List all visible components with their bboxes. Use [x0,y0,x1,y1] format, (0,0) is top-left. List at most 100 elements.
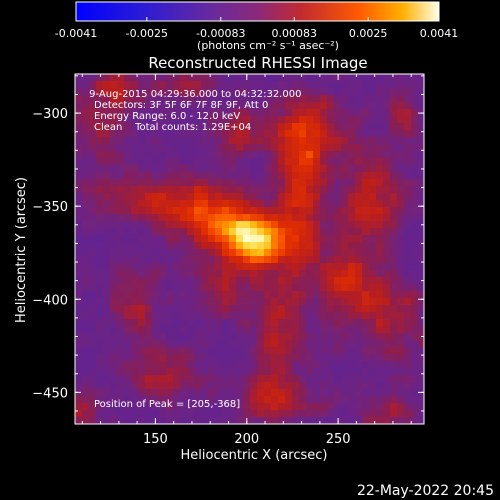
heatmap-cell [292,200,299,207]
heatmap-cell [285,389,292,396]
heatmap-cell [138,284,145,291]
heatmap-cell [82,74,89,81]
heatmap-cell [285,284,292,291]
heatmap-cell [187,319,194,326]
heatmap-cell [124,109,131,116]
heatmap-cell [369,200,376,207]
heatmap-cell [369,270,376,277]
heatmap-cell [180,144,187,151]
heatmap-cell [292,333,299,340]
heatmap-cell [271,256,278,263]
heatmap-cell [397,403,404,410]
heatmap-cell [376,312,383,319]
heatmap-cell [397,123,404,130]
heatmap-cell [201,81,208,88]
heatmap-cell [138,256,145,263]
heatmap-cell [355,151,362,158]
heatmap-cell [376,186,383,193]
heatmap-cell [110,165,117,172]
heatmap-cell [229,102,236,109]
heatmap-cell [75,354,82,361]
heatmap-cell [397,319,404,326]
heatmap-cell [110,207,117,214]
heatmap-cell [418,417,424,424]
heatmap-cell [215,382,222,389]
heatmap-cell [278,130,285,137]
heatmap-cell [348,326,355,333]
x-tick-label: 200 [234,432,259,447]
heatmap-cell [124,354,131,361]
heatmap-cell [278,200,285,207]
heatmap-cell [229,207,236,214]
heatmap-cell [131,158,138,165]
heatmap-cell [110,249,117,256]
heatmap-cell [173,277,180,284]
heatmap-cell [299,410,306,417]
heatmap-cell [404,347,411,354]
heatmap-cell [103,375,110,382]
heatmap-cell [306,235,313,242]
heatmap-cell [243,403,250,410]
heatmap-cell [208,137,215,144]
heatmap-cell [264,361,271,368]
heatmap-cell [313,228,320,235]
heatmap-cell [236,130,243,137]
heatmap-cell [264,186,271,193]
heatmap-cell [82,130,89,137]
heatmap-cell [236,109,243,116]
heatmap-cell [229,242,236,249]
y-axis-label: Heliocentric Y (arcsec) [14,177,29,323]
heatmap-cell [404,410,411,417]
heatmap-cell [257,242,264,249]
heatmap-cell [404,340,411,347]
heatmap-cell [152,298,159,305]
heatmap-cell [187,291,194,298]
heatmap-cell [96,151,103,158]
heatmap-cell [362,263,369,270]
heatmap-cell [313,417,320,424]
heatmap-cell [145,116,152,123]
heatmap-cell [334,109,341,116]
heatmap-cell [299,221,306,228]
heatmap-cell [376,319,383,326]
heatmap-cell [411,361,418,368]
heatmap-cell [96,410,103,417]
heatmap-cell [250,193,257,200]
heatmap-cell [327,116,334,123]
heatmap-cell [271,326,278,333]
heatmap-cell [145,144,152,151]
heatmap-cell [299,298,306,305]
heatmap-cell [264,249,271,256]
heatmap-cell [418,95,424,102]
heatmap-cell [180,109,187,116]
heatmap-cell [131,88,138,95]
heatmap-cell [404,130,411,137]
heatmap-cell [215,326,222,333]
heatmap-cell [89,368,96,375]
heatmap-cell [292,228,299,235]
heatmap-cell [208,172,215,179]
heatmap-cell [208,368,215,375]
heatmap-cell [285,228,292,235]
heatmap-cell [117,389,124,396]
heatmap-cell [306,88,313,95]
heatmap-cell [313,116,320,123]
heatmap-cell [243,235,250,242]
heatmap-cell [264,312,271,319]
heatmap-cell [306,123,313,130]
heatmap-cell [124,326,131,333]
heatmap-cell [75,375,82,382]
heatmap-cell [334,200,341,207]
heatmap-cell [152,410,159,417]
heatmap-cell [75,144,82,151]
heatmap-cell [152,242,159,249]
heatmap-cell [292,312,299,319]
heatmap-cell [383,389,390,396]
heatmap-cell [75,298,82,305]
heatmap-cell [250,270,257,277]
heatmap-cell [348,186,355,193]
heatmap-cell [89,319,96,326]
heatmap-cell [222,333,229,340]
heatmap-cell [390,263,397,270]
heatmap-cell [194,109,201,116]
